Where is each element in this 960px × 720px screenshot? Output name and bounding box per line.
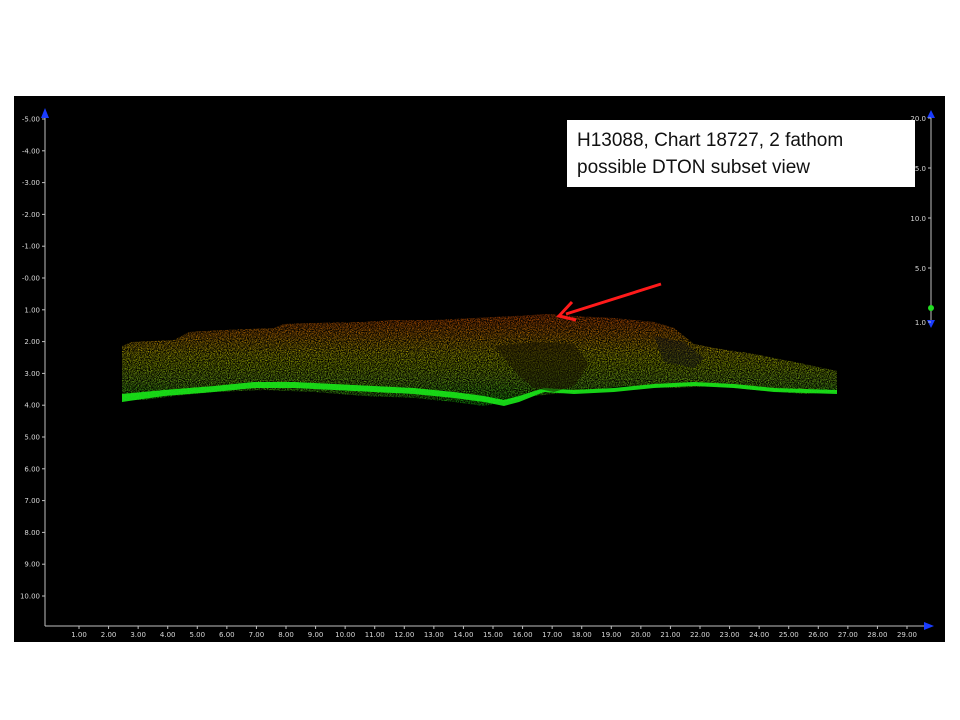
x-tick-label: 4.00 (160, 631, 176, 639)
x-tick-label: 1.00 (71, 631, 87, 639)
y-tick-label: -4.00 (22, 147, 40, 155)
x-tick-label: 17.00 (542, 631, 562, 639)
y-tick-label: -0.00 (22, 275, 40, 283)
x-tick-label: 6.00 (219, 631, 235, 639)
x-tick-label: 29.00 (897, 631, 917, 639)
scale-tick-label: 10.0 (910, 215, 926, 223)
red-arrow-icon (556, 282, 662, 322)
x-tick-label: 2.00 (101, 631, 117, 639)
x-tick-label: 23.00 (720, 631, 740, 639)
y-tick-label: 9.00 (24, 561, 40, 569)
y-tick-label: 2.00 (24, 338, 40, 346)
x-tick-label: 8.00 (278, 631, 294, 639)
point-cloud-viewer[interactable]: -5.00 -4.00 -3.00 -2.00 -1.00 -0.00 1.00 2.00 3.… (14, 96, 945, 642)
shadow-feature (494, 342, 589, 392)
x-tick-label: 25.00 (779, 631, 799, 639)
y-tick-label: -5.00 (22, 116, 40, 124)
scale-tick-label: 5.0 (915, 265, 926, 273)
x-tick-label: 26.00 (808, 631, 828, 639)
y-tick-label: -3.00 (22, 179, 40, 187)
y-tick-label: 5.00 (24, 434, 40, 442)
x-tick-label: 13.00 (424, 631, 444, 639)
y-tick-label: -1.00 (22, 243, 40, 251)
y-tick-label: 10.00 (20, 593, 40, 601)
annotation-box: H13088, Chart 18727, 2 fathom possible D… (567, 120, 915, 187)
vertical-exaggeration-scale[interactable]: 20.0 15.0 10.0 5.0 1.0 (910, 110, 935, 328)
y-axis: -5.00 -4.00 -3.00 -2.00 -1.00 -0.00 1.00 2.00 3.… (20, 108, 49, 626)
y-tick-label: 1.00 (24, 306, 40, 314)
x-tick-label: 9.00 (308, 631, 324, 639)
x-tick-label: 19.00 (601, 631, 621, 639)
scale-tick-label: 20.0 (910, 115, 926, 123)
x-tick-label: 12.00 (394, 631, 414, 639)
x-tick-label: 3.00 (130, 631, 146, 639)
x-tick-label: 10.00 (335, 631, 355, 639)
x-axis-arrow-icon (924, 622, 934, 630)
x-tick-label: 28.00 (867, 631, 887, 639)
scale-tick-label: 1.0 (915, 319, 926, 327)
x-tick-label: 16.00 (513, 631, 533, 639)
profile-plot[interactable]: -5.00 -4.00 -3.00 -2.00 -1.00 -0.00 1.00 2.00 3.… (14, 96, 945, 642)
y-tick-label: 8.00 (24, 529, 40, 537)
y-tick-label: 7.00 (24, 497, 40, 505)
annotation-line-1: H13088, Chart 18727, 2 fathom (577, 130, 844, 151)
annotation-line-2: possible DTON subset view (577, 157, 811, 178)
x-tick-label: 22.00 (690, 631, 710, 639)
x-tick-label: 5.00 (189, 631, 205, 639)
x-tick-label: 21.00 (660, 631, 680, 639)
x-tick-label: 14.00 (453, 631, 473, 639)
x-axis: 1.00 2.00 3.00 4.00 5.00 6.00 7.00 8.00 9.00 10.0… (45, 622, 934, 639)
y-tick-label: -2.00 (22, 211, 40, 219)
y-tick-label: 6.00 (24, 465, 40, 473)
scale-slider-knob[interactable] (928, 305, 934, 311)
seafloor-band (122, 382, 837, 406)
x-tick-label: 24.00 (749, 631, 769, 639)
x-tick-label: 7.00 (249, 631, 265, 639)
scale-tick-label: 15.0 (910, 165, 926, 173)
scale-down-arrow-icon (927, 320, 935, 328)
x-tick-label: 11.00 (365, 631, 385, 639)
x-tick-label: 27.00 (838, 631, 858, 639)
y-tick-label: 3.00 (24, 370, 40, 378)
y-axis-arrow-icon (41, 108, 49, 118)
right-cliff-shadow (654, 336, 704, 368)
x-tick-label: 15.00 (483, 631, 503, 639)
x-tick-label: 18.00 (572, 631, 592, 639)
y-tick-label: 4.00 (24, 402, 40, 410)
point-cloud (122, 314, 837, 406)
x-tick-label: 20.00 (631, 631, 651, 639)
scale-up-arrow-icon (927, 110, 935, 118)
